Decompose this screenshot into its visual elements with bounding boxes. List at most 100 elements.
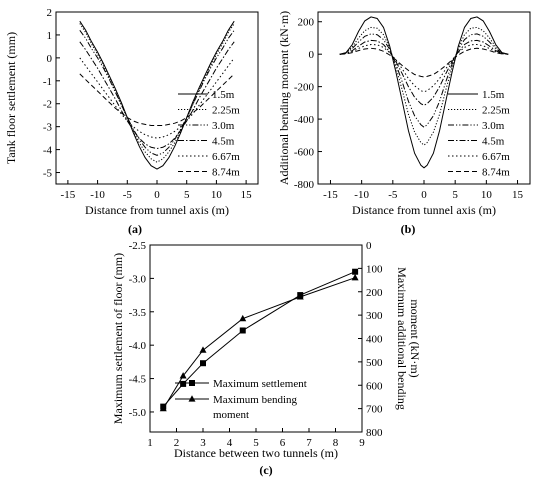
x-tick-label: 15 — [512, 189, 524, 201]
legend-label: moment — [213, 409, 249, 421]
x-tick-label: 5 — [253, 437, 259, 449]
y-right-tick-label: 800 — [366, 427, 383, 439]
series-line-0 — [162, 271, 356, 407]
x-tick-label: 10 — [211, 189, 223, 201]
y-tick-label: 1 — [47, 30, 53, 42]
series-line-4.5m — [339, 39, 509, 106]
x-tick-label: 2 — [174, 437, 180, 449]
series-line-6.67m — [339, 43, 509, 93]
y-tick-label: -4 — [43, 145, 53, 157]
x-tick-label: 7 — [306, 437, 312, 449]
chart-panel-c: 1 2 3 4 5 6 7 8 9 -2.5 -3.0 -3.5 -4.0 -4.5 -5.0 Distanc… — [111, 240, 422, 477]
x-tick-label: 1 — [147, 437, 153, 449]
x-axis-label: Distance from tunnel axis (m) — [85, 203, 229, 217]
y-tick-label: -400 — [294, 114, 315, 126]
x-tick-label: 0 — [421, 189, 427, 201]
y-right-tick-label: 0 — [366, 240, 372, 252]
data-point-triangle — [199, 346, 207, 353]
series-line-2.25m — [339, 26, 509, 146]
series-line-4.5m — [79, 41, 235, 150]
y-right-tick-label: 200 — [366, 287, 383, 299]
legend-label: 6.67m — [482, 151, 510, 163]
legend-label: 3.0m — [482, 120, 505, 132]
x-tick-label: -15 — [323, 189, 338, 201]
x-tick-label: 5 — [452, 189, 458, 201]
legend-label: 6.67m — [212, 151, 240, 163]
data-point-triangle — [179, 372, 187, 379]
y-tick-label: -2 — [43, 99, 52, 111]
series-line-3.0m — [339, 33, 509, 128]
legend-label: 3.0m — [212, 120, 235, 132]
y-tick-label: 0 — [309, 49, 315, 61]
x-axis-label: Distance from tunnel axis (m) — [352, 203, 496, 217]
y-tick-label: -3 — [43, 122, 53, 134]
x-tick-label: -5 — [388, 189, 398, 201]
series-line-1.5m — [339, 16, 509, 169]
y-right-axis-label: moment (kN·m) — [408, 299, 422, 377]
legend-label: 1.5m — [482, 89, 505, 101]
x-tick-label: 10 — [481, 189, 493, 201]
x-tick-label: 4 — [227, 437, 233, 449]
legend-label: Maximum settlement — [213, 378, 307, 390]
x-tick-label: 8 — [333, 437, 339, 449]
y-right-tick-label: 600 — [366, 380, 383, 392]
x-tick-label: 0 — [154, 189, 160, 201]
series-line-8.74m — [79, 73, 235, 126]
data-point-square — [239, 327, 246, 334]
legend-label: 4.5m — [482, 136, 505, 148]
legend-label: 2.25m — [212, 105, 240, 117]
x-tick-label: 9 — [359, 437, 365, 449]
y-tick-label: -4.0 — [129, 340, 147, 352]
legend-label: Maximum bending — [213, 394, 298, 406]
legend-label: 8.74m — [482, 167, 510, 179]
series-line-1 — [162, 277, 356, 409]
y-tick-label: 2 — [47, 7, 53, 19]
y-tick-label: -600 — [294, 147, 315, 159]
y-tick-label: -2.5 — [129, 240, 147, 252]
y-right-tick-label: 100 — [366, 263, 383, 275]
y-axis-label: Maximum settlement of floor (mm) — [111, 253, 125, 424]
panel-label: (b) — [401, 222, 416, 236]
y-right-tick-label: 500 — [366, 357, 383, 369]
legend-label: 2.25m — [482, 105, 510, 117]
x-tick-label: -15 — [61, 189, 76, 201]
y-right-tick-label: 700 — [366, 404, 383, 416]
y-axis-label: Tank floor settlement (mm) — [4, 32, 18, 164]
x-tick-label: -10 — [354, 189, 369, 201]
y-tick-label: -200 — [294, 82, 315, 94]
data-point-triangle — [296, 293, 304, 300]
y-tick-label: 200 — [298, 17, 315, 29]
series-line-2.25m — [79, 23, 235, 163]
data-point-triangle — [159, 404, 167, 412]
x-tick-label: 15 — [241, 189, 253, 201]
y-tick-label: -3.0 — [129, 273, 147, 285]
y-tick-label: -5 — [43, 168, 53, 180]
x-tick-label: 6 — [280, 437, 286, 449]
x-axis-label: Distance between two tunnels (m) — [174, 446, 338, 460]
legend-label: 1.5m — [212, 89, 235, 101]
series-line-8.74m — [339, 47, 509, 78]
series-line-3.0m — [79, 30, 235, 156]
data-point-square — [200, 360, 206, 367]
y-tick-label: 0 — [47, 53, 53, 65]
chart-panel-b: -15 -10 -5 0 5 10 15 200 0 -200 -400 -600 -800 Distan… — [277, 11, 531, 236]
y-right-tick-label: 400 — [366, 334, 383, 346]
x-tick-label: -10 — [90, 189, 105, 201]
data-point-square — [352, 268, 359, 275]
y-right-axis-label: Maximum additional bending — [395, 267, 409, 410]
y-axis-label: Additional bending moment (kN·m) — [277, 11, 291, 185]
data-point-square — [180, 380, 187, 387]
panel-label: (a) — [128, 222, 142, 236]
y-tick-label: -800 — [294, 179, 315, 191]
y-tick-label: -3.5 — [129, 307, 147, 319]
x-tick-label: 5 — [184, 189, 190, 201]
legend-label: 4.5m — [212, 136, 235, 148]
y-tick-label: -4.5 — [129, 374, 147, 386]
series-line-6.67m — [79, 57, 235, 139]
legend-label: 8.74m — [212, 167, 240, 179]
x-tick-label: 3 — [200, 437, 206, 449]
legend-marker-square — [189, 380, 195, 386]
series-line-1.5m — [79, 20, 235, 170]
